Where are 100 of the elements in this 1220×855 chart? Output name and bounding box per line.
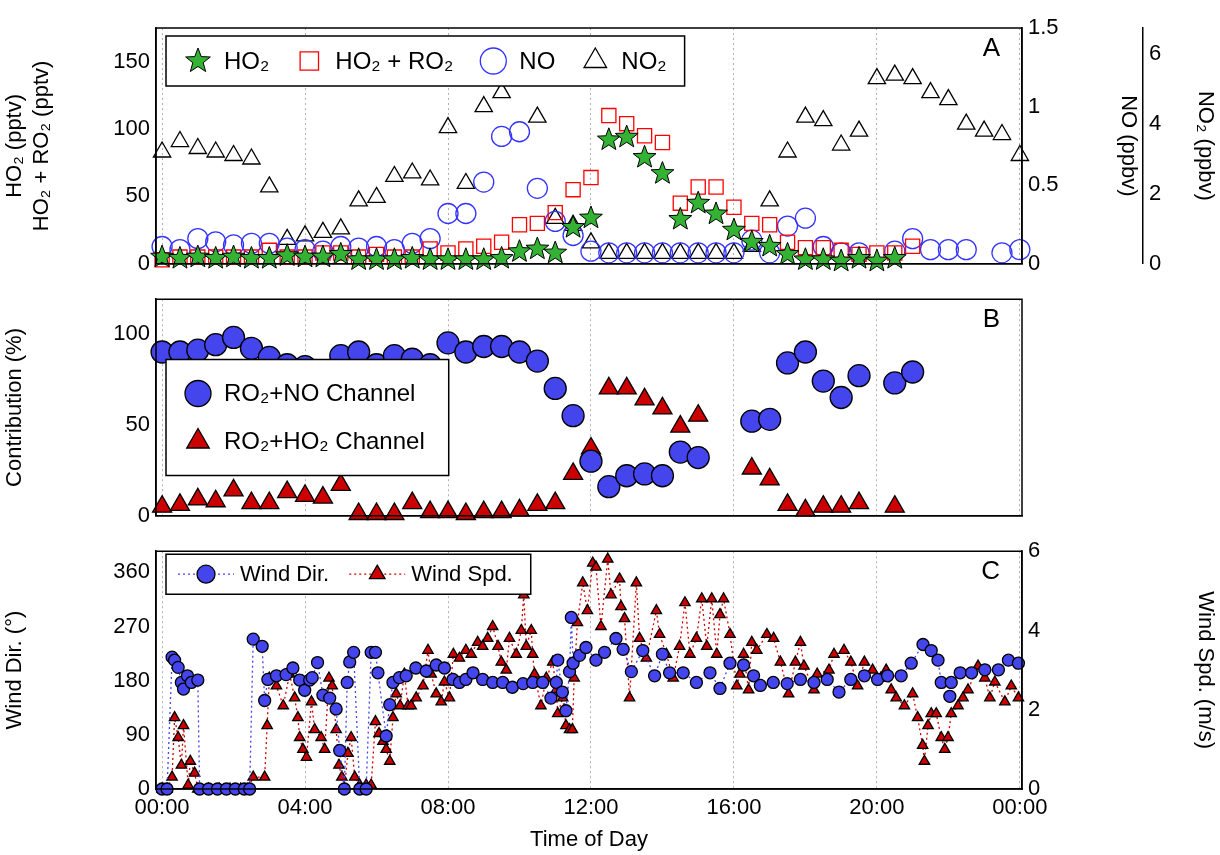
point — [956, 113, 976, 130]
point — [671, 242, 690, 259]
point — [777, 493, 798, 512]
point — [313, 221, 333, 239]
point — [224, 144, 243, 162]
x-tick-label: 00:00 — [992, 794, 1048, 820]
point — [722, 217, 746, 241]
point — [583, 169, 599, 186]
point — [436, 331, 460, 355]
point — [885, 64, 905, 81]
point — [258, 232, 280, 255]
point — [276, 480, 298, 499]
point — [545, 491, 566, 510]
point — [741, 456, 762, 475]
point — [653, 242, 672, 259]
point — [937, 239, 960, 261]
y-tick-label: 100 — [113, 115, 150, 141]
point — [726, 199, 742, 215]
point — [884, 495, 905, 513]
point — [259, 491, 280, 510]
point — [349, 190, 368, 207]
point — [672, 195, 689, 211]
point — [830, 495, 852, 513]
point — [400, 245, 425, 269]
point — [293, 244, 317, 268]
point — [242, 148, 261, 165]
point — [811, 247, 836, 270]
y2-tick-label: 0 — [1028, 249, 1041, 275]
point — [312, 485, 334, 504]
legend-label: RO₂+HO₂ Channel — [224, 427, 425, 455]
point — [401, 232, 423, 255]
y-tick-label: 360 — [113, 558, 150, 584]
point — [829, 248, 854, 272]
point — [455, 202, 477, 225]
point — [775, 241, 800, 265]
point — [562, 462, 584, 481]
y-tick-label: 150 — [113, 47, 150, 73]
x-tick-label: 16:00 — [706, 794, 762, 820]
point — [636, 128, 653, 144]
y2-tick-label: 0.5 — [1028, 171, 1059, 197]
point — [669, 242, 691, 264]
point — [779, 234, 796, 250]
point — [688, 242, 708, 259]
point — [295, 225, 315, 242]
point — [744, 215, 760, 232]
point — [458, 241, 474, 257]
point — [221, 244, 246, 268]
x-tick-label: 08:00 — [420, 794, 476, 820]
legend-label: HO₂ + RO₂ — [335, 46, 454, 74]
point — [239, 336, 264, 360]
point — [955, 239, 977, 261]
point — [776, 215, 799, 237]
point — [367, 186, 386, 204]
point — [330, 473, 351, 492]
point — [632, 144, 657, 168]
point — [526, 177, 549, 199]
point — [581, 232, 601, 249]
point — [794, 207, 817, 229]
point — [867, 68, 887, 85]
point — [525, 236, 550, 260]
point — [829, 385, 853, 410]
point — [903, 68, 922, 85]
point — [614, 124, 639, 148]
point — [294, 484, 316, 502]
legend-label: NO₂ — [621, 46, 667, 74]
x-tick-label: 00:00 — [134, 794, 190, 820]
y2-tick-label: 6 — [1028, 537, 1041, 563]
point — [1009, 239, 1031, 261]
point — [259, 176, 279, 193]
point — [152, 141, 172, 158]
point — [758, 407, 782, 431]
point — [654, 134, 671, 151]
y2-tick-label: 4 — [1028, 616, 1041, 642]
point — [616, 242, 638, 264]
point — [992, 123, 1012, 141]
point — [221, 325, 246, 350]
point — [420, 169, 440, 186]
legend-label: RO₂+NO Channel — [224, 379, 416, 407]
y-tick-label: 0 — [137, 501, 150, 527]
point — [690, 179, 706, 195]
point — [511, 217, 528, 233]
point — [473, 171, 495, 193]
point — [204, 333, 228, 357]
legend-label: HO₂ — [224, 46, 270, 74]
point — [170, 130, 190, 148]
point — [419, 228, 441, 250]
point — [848, 491, 870, 510]
point — [205, 231, 227, 253]
point — [206, 141, 225, 158]
point — [543, 376, 567, 401]
point — [507, 239, 532, 262]
y-tick-label: 180 — [113, 666, 150, 692]
point — [617, 242, 637, 259]
point — [723, 242, 745, 264]
point — [565, 181, 581, 198]
point — [668, 440, 692, 464]
point — [759, 467, 780, 486]
y2-axis-title: NO (ppbv) — [1116, 95, 1142, 197]
annotation: C — [981, 555, 1000, 586]
point — [778, 141, 797, 158]
